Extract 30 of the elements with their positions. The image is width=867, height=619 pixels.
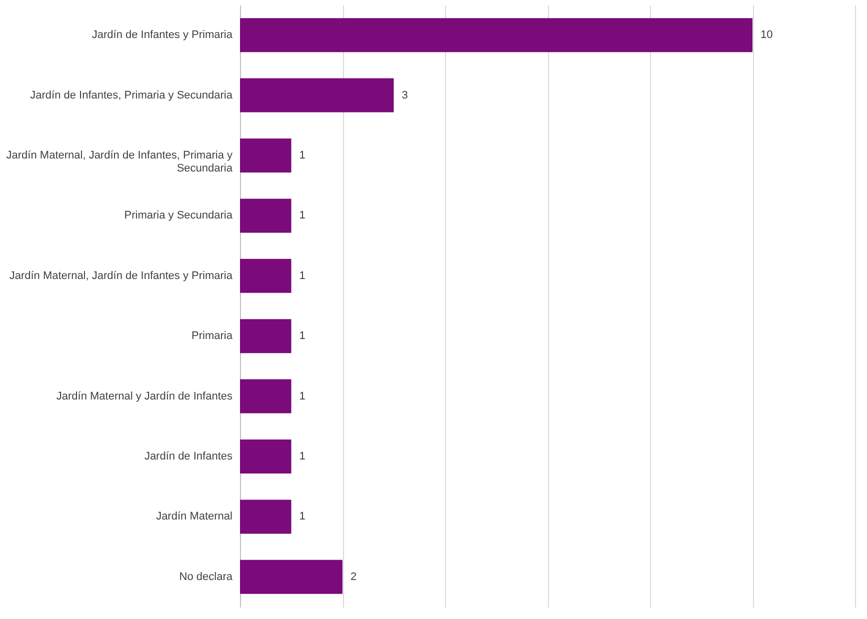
y-tick-label: Primaria (192, 330, 234, 342)
y-tick-label: Primaria y Secundaria (124, 210, 234, 222)
bar (240, 500, 292, 534)
data-label: 10 (760, 29, 773, 42)
data-label: 2 (350, 570, 357, 583)
y-tick-label: Jardín de Infantes, Primaria y Secundaria (30, 89, 234, 102)
data-label: 1 (299, 390, 306, 402)
bar (240, 138, 292, 172)
y-tick-label: Jardín Maternal, Jardín de Infantes y Primaria (9, 270, 234, 282)
bar (240, 319, 292, 354)
y-tick-label: Jardín Maternal y Jardín de Infantes (56, 390, 233, 402)
y-tick-label: No declara (179, 570, 234, 583)
y-tick-label: Jardín de Infantes y Primaria (92, 29, 234, 42)
bar (240, 258, 292, 293)
bar (240, 440, 292, 474)
y-tick-label: Jardín Maternal (156, 510, 232, 523)
data-label: 1 (299, 510, 306, 523)
data-label: 1 (299, 210, 306, 222)
data-label: 1 (299, 150, 306, 162)
y-tick-label: Jardín de Infantes (144, 450, 233, 462)
data-label: 1 (299, 450, 306, 462)
bar (240, 560, 342, 594)
bar (240, 18, 752, 52)
y-tick-label: Jardín Maternal, Jardín de Infantes, Primaria y Secundaria (6, 150, 234, 174)
bar (240, 379, 292, 414)
bar (240, 198, 292, 233)
data-label: 3 (402, 89, 408, 102)
bar (240, 78, 394, 112)
data-label: 1 (299, 270, 306, 282)
data-label: 1 (299, 330, 306, 342)
